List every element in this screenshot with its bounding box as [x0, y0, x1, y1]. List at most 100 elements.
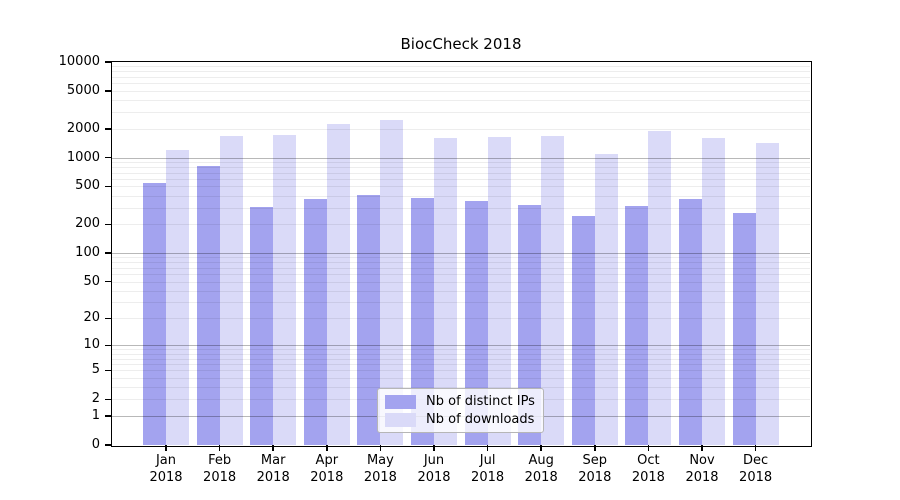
bar-downloads-apr [326, 124, 350, 445]
bar-downloads-jul [487, 137, 511, 445]
grid-line-minor [112, 66, 810, 68]
legend: Nb of distinct IPs Nb of downloads [377, 388, 544, 433]
grid-line-minor [112, 224, 810, 226]
x-axis-tick [594, 445, 596, 451]
grid-line-minor [112, 71, 810, 73]
grid-line-minor [112, 128, 810, 130]
y-axis-tick-label: 5000 [66, 82, 100, 98]
grid-line-minor [112, 166, 810, 168]
y-axis-tick-label: 2000 [66, 120, 100, 136]
x-axis-tick-label: Aug 2018 [524, 453, 558, 485]
y-axis-tick-label: 1000 [66, 149, 100, 165]
bar-downloads-jan [166, 150, 189, 445]
y-axis-tick-label: 1 [91, 408, 100, 424]
grid-line-minor [112, 349, 810, 351]
y-axis-tick-label: 0 [91, 437, 100, 452]
bar-ips-jan [143, 182, 166, 445]
grid-line-minor [112, 186, 810, 188]
x-axis-tick [701, 445, 703, 451]
bar-downloads-oct [648, 130, 672, 445]
y-axis-tick [105, 223, 112, 226]
grid-line-minor [112, 76, 810, 78]
grid-line-minor [112, 207, 810, 209]
x-axis-tick [165, 445, 167, 451]
bar-ips-jun [411, 198, 434, 445]
y-axis-tick-label: 20 [83, 310, 100, 326]
grid-line-minor [112, 302, 810, 304]
bar-ips-nov [679, 199, 702, 445]
x-axis-tick [754, 445, 757, 451]
grid-line-minor [112, 257, 810, 259]
bar-downloads-sep [594, 154, 618, 445]
y-axis-tick [105, 415, 112, 417]
grid-line-minor [112, 387, 810, 389]
bar-downloads-jun [434, 138, 457, 445]
y-axis-tick [105, 369, 112, 372]
grid-line-minor [112, 262, 810, 264]
legend-item-distinct-ips: Nb of distinct IPs [385, 394, 536, 409]
x-axis-tick [326, 445, 328, 451]
x-axis-tick [486, 445, 489, 451]
bar-ips-jul [464, 200, 488, 445]
y-axis-tick [105, 317, 112, 320]
grid-line-minor [112, 353, 810, 355]
x-axis-tick-label: Sep 2018 [578, 453, 612, 485]
y-axis-tick [105, 252, 112, 254]
x-axis-tick-label: Dec 2018 [739, 453, 773, 485]
bar-ips-aug [518, 205, 542, 445]
x-axis-tick [540, 445, 542, 451]
bar-ips-apr [303, 198, 327, 445]
x-axis-tick-label: Nov 2018 [685, 453, 719, 485]
x-axis-tick [218, 445, 221, 451]
grid-line-minor [112, 100, 810, 102]
grid-line-major [112, 345, 810, 347]
bar-downloads-mar [273, 134, 297, 445]
x-axis-tick [433, 445, 435, 451]
x-axis-tick-label: Mar 2018 [256, 453, 290, 485]
legend-label-distinct-ips: Nb of distinct IPs [426, 394, 535, 409]
bar-ips-mar [250, 206, 274, 445]
grid-line-minor [112, 195, 810, 197]
grid-line-minor [112, 267, 810, 269]
x-axis-tick-label: Jun 2018 [417, 453, 451, 485]
legend-swatch-distinct-ips [385, 394, 416, 409]
y-axis-tick-label: 10 [83, 337, 100, 353]
y-axis-tick-label: 50 [83, 273, 100, 289]
y-axis-tick-label: 100 [75, 245, 100, 261]
legend-item-downloads: Nb of downloads [385, 412, 536, 427]
y-axis-tick-label: 2 [91, 391, 100, 407]
bar-ips-dec [732, 212, 756, 445]
y-axis-tick [105, 90, 112, 92]
grid-line-major [112, 253, 810, 255]
bar-downloads-feb [219, 135, 243, 445]
grid-line-minor [112, 318, 810, 320]
bar-ips-oct [625, 206, 649, 445]
bar-ips-sep [571, 215, 595, 445]
y-axis-tick-label: 10000 [58, 54, 100, 69]
grid-line-minor [112, 370, 810, 372]
grid-line-minor [112, 364, 810, 366]
grid-line-minor [112, 378, 810, 380]
y-axis-tick [105, 444, 112, 446]
grid-line-minor [112, 358, 810, 360]
chart-title: BiocCheck 2018 [400, 35, 522, 53]
x-axis-tick [379, 445, 382, 451]
bar-ips-may [357, 194, 381, 445]
grid-line-minor [112, 172, 810, 174]
x-axis-tick-label: Apr 2018 [310, 453, 344, 485]
grid-line-minor [112, 281, 810, 283]
y-axis-tick-label: 5 [91, 362, 100, 378]
grid-line-minor [112, 274, 810, 276]
bar-downloads-nov [702, 138, 725, 445]
x-axis-tick-label: Jul 2018 [471, 453, 505, 485]
y-axis-tick-label: 200 [75, 216, 100, 232]
x-axis-tick-label: Oct 2018 [631, 453, 665, 485]
grid-line-minor [112, 290, 810, 292]
grid-line-minor [112, 90, 810, 92]
grid-line-major [112, 157, 810, 159]
y-axis-tick-label: 500 [75, 178, 100, 194]
y-axis-tick [105, 61, 112, 63]
legend-swatch-downloads [385, 412, 416, 427]
y-axis-tick [105, 398, 112, 401]
